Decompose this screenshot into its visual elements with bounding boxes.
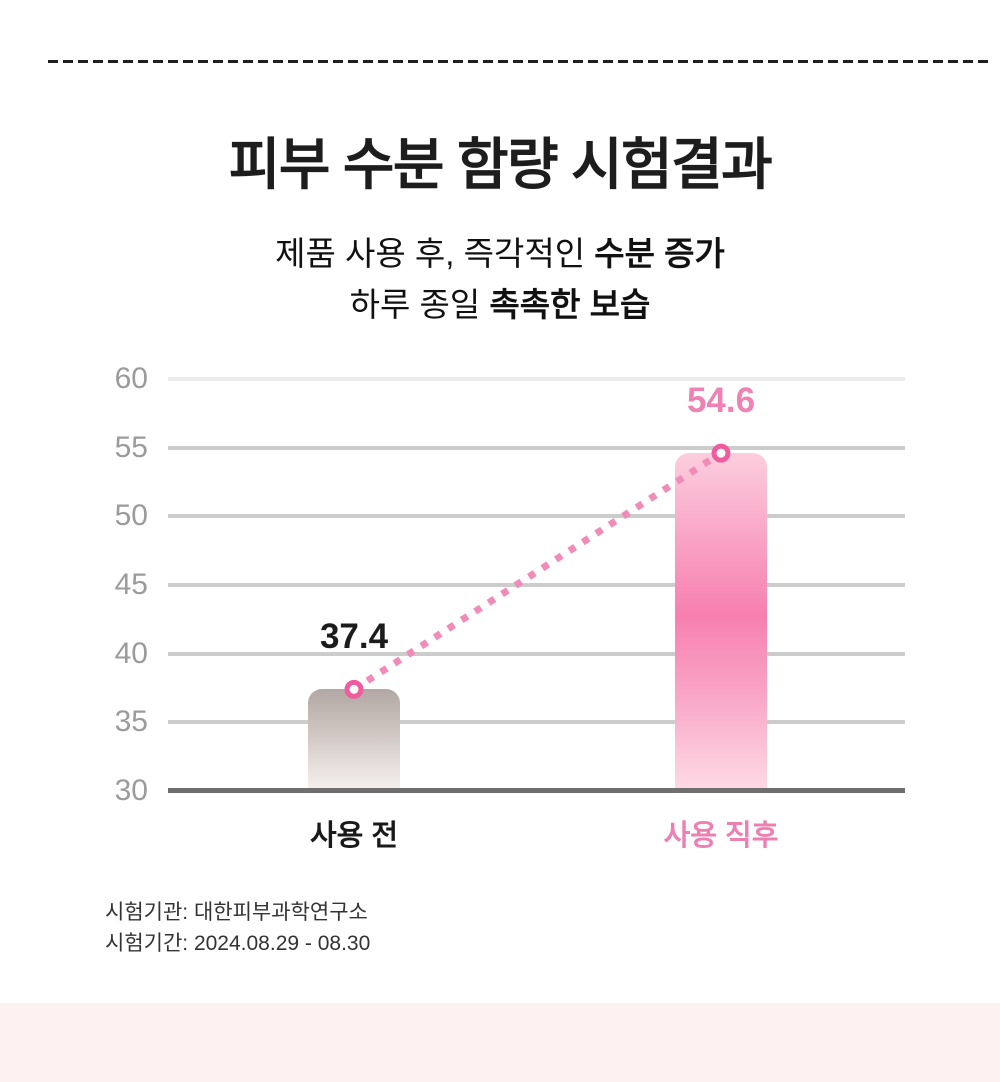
y-axis-label-50: 50 [114, 499, 148, 533]
page-title: 피부 수분 함량 시험결과 [228, 133, 773, 196]
trend-connector [344, 443, 731, 699]
test-period-line: 시험기간: 2024.08.29 - 08.30 [105, 932, 371, 955]
chart: 37.4 사용 전 54.6 사용 직후 30 35 40 45 50 55 60 [0, 360, 1000, 865]
value-label-after-use: 54.6 [686, 381, 756, 421]
y-axis-label-30: 30 [114, 774, 148, 807]
test-institution-line: 시험기관: 대한피부과학연구소 [105, 901, 368, 924]
trend-dotted-line [352, 450, 723, 693]
subtitle-line-2: 하루 종일 촉촉한 보습 [0, 279, 1000, 330]
data-point-marker-after-use [711, 443, 731, 463]
gridline-45 [168, 583, 905, 587]
subtitle-line-1: 제품 사용 후, 즉각적인 수분 증가 [0, 228, 1000, 279]
test-info-footer: 시험기관: 대한피부과학연구소 시험기간: 2024.08.29 - 08.30 [105, 897, 370, 959]
category-label-after-use: 사용 직후 [663, 820, 779, 852]
bar-after-use [675, 453, 767, 791]
y-axis-label-45: 45 [114, 568, 148, 601]
gridline-35 [168, 720, 905, 725]
y-axis-label-55: 55 [114, 430, 148, 464]
footer-background-band [0, 1003, 1000, 1082]
gridline-40 [168, 651, 905, 656]
plot-area: 37.4 사용 전 54.6 사용 직후 [168, 377, 905, 852]
subtitle-line2-normal: 하루 종일 [349, 286, 490, 323]
subtitle-line1-bold: 수분 증가 [594, 235, 725, 272]
y-axis-label-40: 40 [114, 636, 148, 670]
y-axis-label-35: 35 [114, 705, 148, 739]
category-label-before-use: 사용 전 [309, 820, 399, 852]
subtitle: 제품 사용 후, 즉각적인 수분 증가 하루 종일 촉촉한 보습 [0, 228, 1000, 330]
x-axis-baseline [168, 788, 905, 793]
bar-before-use [308, 689, 400, 791]
value-label-before-use: 37.4 [319, 617, 389, 657]
gridline-60 [168, 377, 905, 381]
y-axis-label-60: 60 [114, 362, 148, 395]
subtitle-line2-bold: 촉촉한 보습 [489, 286, 651, 323]
top-dashed-divider [48, 60, 992, 63]
gridline-50 [168, 514, 905, 519]
data-point-marker-before-use [344, 679, 364, 699]
subtitle-line1-normal: 제품 사용 후, 즉각적인 [275, 235, 595, 272]
gridline-55 [168, 445, 905, 450]
